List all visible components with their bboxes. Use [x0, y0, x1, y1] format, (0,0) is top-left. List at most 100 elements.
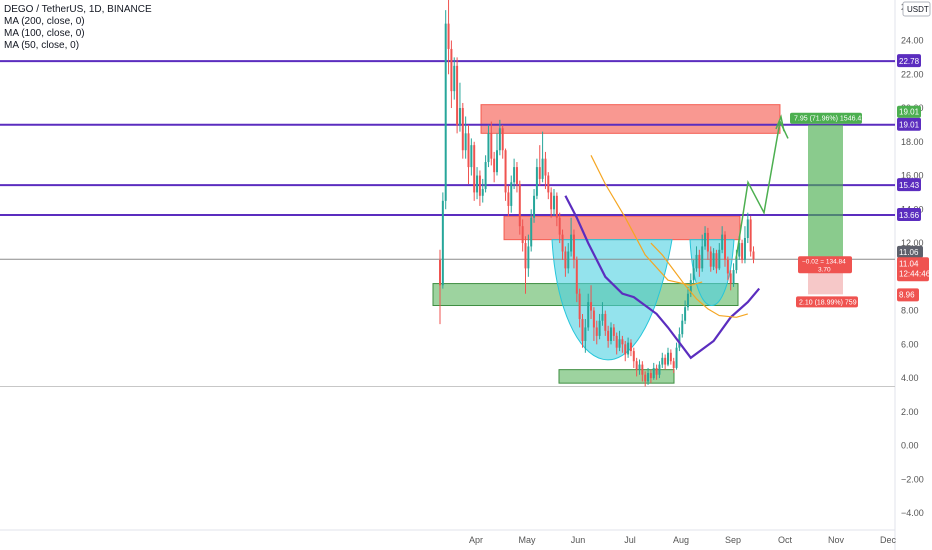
- projection-arrow: [775, 114, 785, 132]
- candle-body: [715, 253, 718, 269]
- candle-body: [555, 195, 558, 218]
- y-tick-label: 18.00: [901, 137, 924, 147]
- candle-body: [667, 352, 669, 365]
- projection-path: [735, 119, 789, 260]
- candle-body: [575, 259, 578, 294]
- ma50-legend: MA (50, close, 0): [4, 40, 80, 51]
- candle-body: [547, 175, 550, 193]
- candle-body: [533, 195, 536, 218]
- candle-body: [701, 246, 704, 269]
- candle-body: [729, 273, 732, 284]
- candle-body: [567, 251, 570, 269]
- candle-body: [507, 192, 510, 206]
- level-price-tag: [897, 54, 921, 68]
- x-tick-label: Aug: [673, 535, 689, 545]
- candle-body: [610, 327, 612, 341]
- candle-body: [669, 352, 672, 362]
- candle-body: [553, 195, 555, 210]
- currency-box: [902, 1, 931, 17]
- y-tick-label: −2.00: [901, 474, 924, 484]
- candle-body: [604, 313, 607, 331]
- x-tick-label: May: [518, 535, 536, 545]
- current-price-label: 11.04: [899, 259, 919, 268]
- candle-body: [601, 313, 604, 321]
- level-price-tag: [897, 178, 921, 192]
- candle-body: [721, 234, 724, 250]
- candle-body: [530, 217, 533, 247]
- candle-body: [444, 23, 447, 201]
- candle-body: [735, 256, 738, 271]
- y-tick-label: 12.00: [901, 238, 924, 248]
- stop-price-tag: [897, 288, 919, 302]
- candle-body: [590, 302, 593, 311]
- level-price-tag: [897, 208, 921, 222]
- currency-label: USDT: [907, 5, 929, 14]
- candle-body: [564, 251, 567, 269]
- candle-body: [655, 367, 658, 375]
- candle-body: [675, 347, 678, 368]
- candle-body: [689, 280, 692, 294]
- candle-body: [513, 167, 516, 183]
- candle-body: [558, 217, 561, 235]
- level-price-label: 15.43: [899, 181, 920, 190]
- x-tick-label: Jul: [624, 535, 636, 545]
- symbol-title: DEGO / TetherUS, 1D, BINANCE: [4, 4, 152, 15]
- x-tick-label: Oct: [778, 535, 793, 545]
- candle-body: [681, 320, 684, 335]
- candle-body: [498, 128, 501, 151]
- y-tick-label: 8.00: [901, 306, 919, 316]
- countdown-label: 12:44:46: [899, 269, 931, 278]
- candle-body: [615, 335, 618, 348]
- ma-price-label: 11.06: [899, 248, 919, 257]
- candle-body: [484, 162, 487, 190]
- candle-body: [550, 192, 553, 210]
- candle-body: [684, 307, 687, 321]
- ma200-legend: MA (200, close, 0): [4, 16, 85, 27]
- candles: [439, 0, 755, 387]
- candle-body: [664, 357, 667, 365]
- target-price-tag: [897, 105, 921, 118]
- candle-body: [652, 367, 655, 379]
- candle-body: [595, 327, 598, 336]
- x-tick-label: Apr: [469, 535, 483, 545]
- candle-body: [741, 243, 744, 260]
- candle-body: [470, 145, 473, 168]
- candle-body: [629, 342, 632, 352]
- candle-body: [439, 259, 441, 286]
- candle-body: [458, 108, 461, 125]
- candle-body: [581, 319, 584, 341]
- entry-info-text: −0.02 = 134.84: [802, 258, 846, 265]
- y-tick-label: 16.00: [901, 171, 924, 181]
- candle-body: [521, 226, 524, 244]
- candle-body: [724, 234, 726, 260]
- level-price-tag: [897, 117, 921, 131]
- resistance-zone-top: [480, 104, 781, 134]
- candle-body: [695, 254, 698, 269]
- candle-body: [649, 373, 652, 379]
- candle-body: [535, 167, 538, 196]
- candle-body: [467, 133, 470, 168]
- candle-body: [624, 344, 627, 355]
- candle-body: [476, 175, 479, 193]
- y-tick-label: 4.00: [901, 373, 919, 383]
- level-price-label: 22.78: [899, 57, 920, 66]
- target-area: [808, 124, 843, 260]
- candle-body: [698, 254, 701, 269]
- candle-body: [627, 342, 630, 355]
- candle-body: [496, 150, 498, 173]
- cup-shape: [551, 239, 673, 361]
- candle-body: [709, 251, 712, 267]
- candle-body: [541, 158, 544, 179]
- candle-body: [464, 133, 467, 151]
- candle-body: [746, 219, 749, 238]
- y-tick-label: 6.00: [901, 339, 919, 349]
- candle-body: [706, 232, 709, 252]
- candle-body: [618, 339, 621, 348]
- x-tick-label: Jun: [571, 535, 586, 545]
- stop-info-text: 2.10 (18.99%) 759: [799, 299, 857, 306]
- candle-body: [592, 310, 595, 328]
- candle-body: [450, 48, 453, 92]
- current-price-tag: [897, 257, 929, 282]
- candle-body: [456, 65, 459, 125]
